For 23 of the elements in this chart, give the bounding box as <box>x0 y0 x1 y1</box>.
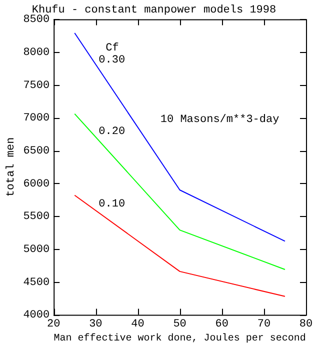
y-tick-label: 8500 <box>23 14 50 26</box>
y-tick-label: 4500 <box>23 276 50 289</box>
y-tick-label: 8000 <box>23 46 50 59</box>
annotation: 10 Masons/m**3-day <box>160 114 280 126</box>
y-tick-label: 5000 <box>23 244 50 256</box>
x-tick-label: 40 <box>131 318 144 330</box>
legend-title: Cf <box>106 42 119 55</box>
series-label: 0.10 <box>98 198 126 211</box>
series-label: 0.30 <box>98 54 126 67</box>
y-tick-label: 5500 <box>23 211 50 224</box>
y-tick-label: 7000 <box>23 112 50 125</box>
y-tick-label: 6000 <box>23 178 50 190</box>
y-axis-title: total men <box>6 137 18 197</box>
series-label: 0.20 <box>98 126 126 138</box>
x-tick-label: 60 <box>215 318 228 330</box>
x-tick-label: 70 <box>257 318 271 330</box>
y-tick-label: 6500 <box>23 145 50 158</box>
x-tick-label: 80 <box>299 318 313 330</box>
x-tick-label: 30 <box>89 318 102 330</box>
x-tick-label: 20 <box>47 318 60 330</box>
x-tick-label: 50 <box>173 318 186 330</box>
y-tick-label: 7500 <box>23 80 50 92</box>
x-axis-title: Man effective work done, Joules per second <box>54 332 306 344</box>
